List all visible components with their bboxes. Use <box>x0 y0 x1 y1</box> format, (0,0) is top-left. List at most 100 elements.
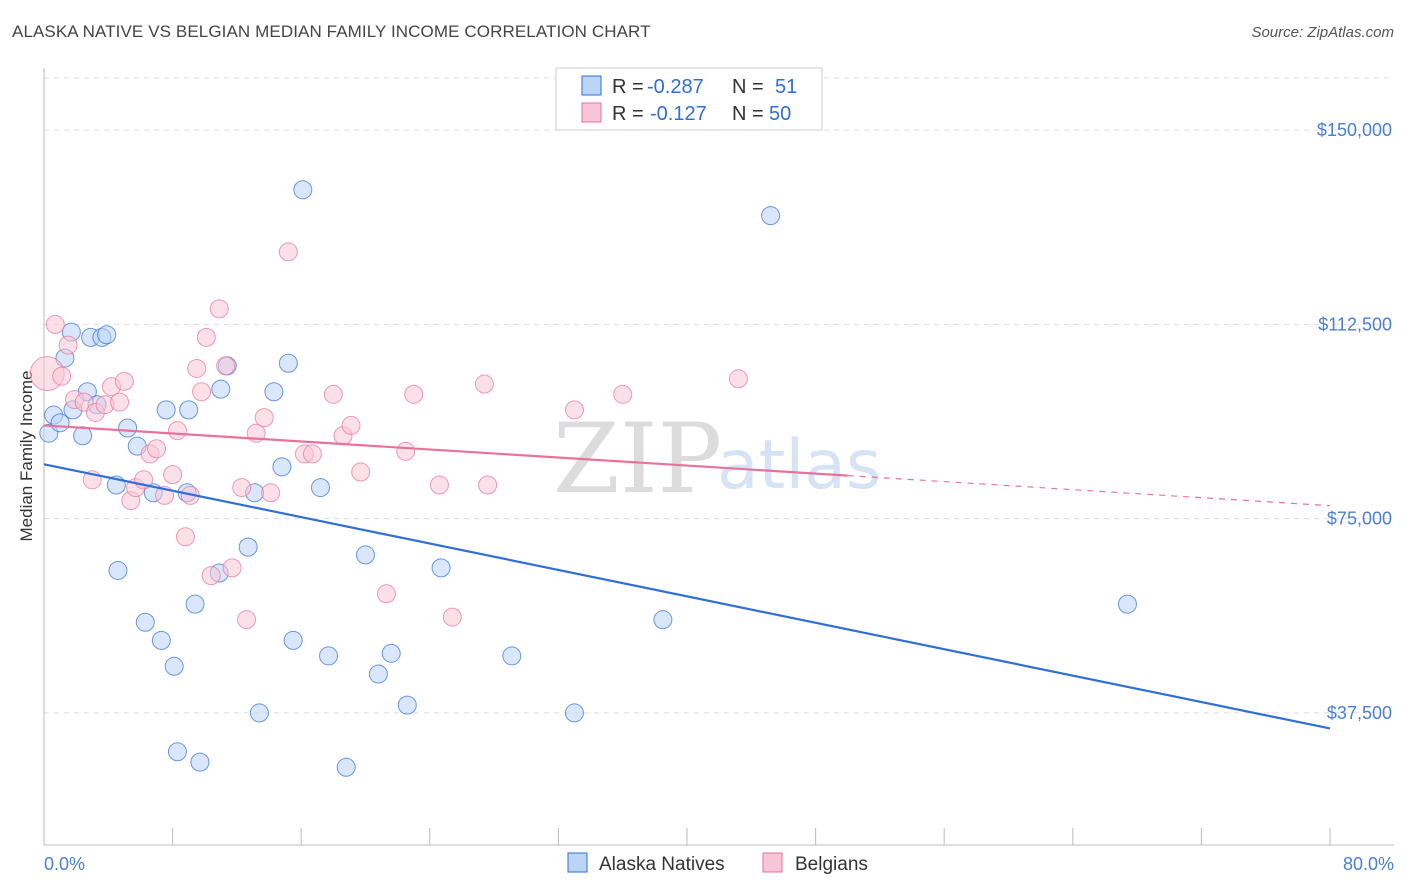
alaska-natives-point <box>97 325 117 345</box>
alaska-natives-point <box>761 206 781 226</box>
alaska-natives-point <box>108 560 128 580</box>
legend-n-value-2: 50 <box>769 103 791 125</box>
belgians-point <box>232 478 252 498</box>
belgians-point <box>201 566 221 586</box>
belgians-point <box>110 392 130 412</box>
legend-r-value-1: -0.287 <box>647 76 704 98</box>
belgians-point <box>175 527 195 547</box>
alaska-natives-point <box>264 382 284 402</box>
legend-n-label-1: N = <box>732 76 764 98</box>
alaska-natives-point <box>179 400 199 420</box>
belgians-point <box>163 465 183 485</box>
y-axis-title: Median Family Income <box>17 370 36 541</box>
y-tick-label: $150,000 <box>1317 120 1392 140</box>
legend-r-label-2: R = <box>612 103 644 125</box>
legend-r-label-1: R = <box>612 76 644 98</box>
alaska-natives-point <box>310 478 330 498</box>
belgians-point <box>58 335 78 355</box>
y-tick-labels: $37,500 $75,000 $112,500 $150,000 <box>1317 120 1392 723</box>
alaska-natives-point <box>368 664 388 684</box>
legend-swatch-belgians <box>581 102 602 123</box>
alaska-natives-point <box>564 703 584 723</box>
belgians-point <box>237 610 257 630</box>
belgians-trend-line-extrapolated <box>847 475 1331 507</box>
belgians-point <box>478 475 498 495</box>
belgians-point <box>341 415 361 435</box>
belgians-point <box>147 439 167 459</box>
alaska-natives-point <box>283 630 303 650</box>
alaska-natives-point <box>156 400 176 420</box>
correlation-legend: R = -0.287 N = 51 R = -0.127 N = 50 <box>555 67 823 131</box>
alaska-natives-point <box>319 646 339 666</box>
alaska-natives-point <box>356 545 375 565</box>
y-tick-label: $37,500 <box>1327 703 1392 723</box>
alaska-natives-point <box>336 757 356 777</box>
belgians-point <box>45 314 65 334</box>
chart-title: ALASKA NATIVE VS BELGIAN MEDIAN FAMILY I… <box>12 22 651 41</box>
bottom-legend-label-alaska-natives[interactable]: Alaska Natives <box>599 854 725 875</box>
belgians-point <box>254 408 274 428</box>
belgians-point <box>278 242 298 262</box>
belgians-point <box>192 382 212 402</box>
belgians-point <box>613 384 633 404</box>
alaska-natives-point <box>190 752 210 772</box>
alaska-natives-point <box>185 594 205 614</box>
belgians-point <box>728 369 748 389</box>
alaska-natives-point <box>135 612 155 632</box>
alaska-natives-point <box>278 353 298 373</box>
belgians-point <box>209 299 229 319</box>
belgians-point <box>429 475 449 495</box>
belgians-point <box>52 366 72 386</box>
alaska-natives-point <box>272 457 292 477</box>
belgians-point <box>302 444 322 464</box>
alaska-natives-point <box>151 630 171 650</box>
x-tick-label-min: 0.0% <box>44 854 85 874</box>
belgians-point <box>167 421 187 441</box>
alaska-natives-point <box>118 418 138 438</box>
alaska-natives-point <box>293 180 313 200</box>
alaska-natives-point <box>249 703 269 723</box>
alaska-natives-point <box>211 379 231 399</box>
belgians-point <box>564 400 584 420</box>
y-tick-label: $112,500 <box>1318 314 1392 334</box>
belgians-point <box>474 374 494 394</box>
belgians-point <box>187 358 207 378</box>
bottom-legend-label-belgians[interactable]: Belgians <box>795 854 868 875</box>
belgians-point <box>196 327 216 347</box>
alaska-natives-trend-line <box>43 463 1331 730</box>
belgians-point <box>351 462 371 482</box>
series-belgians <box>29 242 748 630</box>
series-legend: Alaska Natives Belgians <box>567 852 868 875</box>
bottom-legend-swatch-belgians[interactable] <box>762 852 783 873</box>
axes <box>43 68 1394 846</box>
alaska-natives-point <box>381 643 401 663</box>
alaska-natives-point <box>238 537 258 557</box>
alaska-natives-point <box>431 558 451 578</box>
belgians-point <box>114 371 134 391</box>
belgians-trend-line <box>43 424 848 477</box>
belgians-point <box>216 356 236 376</box>
legend-n-value-1: 51 <box>775 76 797 98</box>
alaska-natives-point <box>653 610 673 630</box>
y-tick-label: $75,000 <box>1327 509 1392 529</box>
legend-swatch-alaska-natives <box>581 75 602 96</box>
belgians-point <box>396 441 416 461</box>
belgians-point <box>442 607 462 627</box>
belgians-point <box>323 384 343 404</box>
alaska-natives-point <box>502 646 522 666</box>
alaska-natives-point <box>164 656 184 676</box>
legend-r-value-2: -0.127 <box>650 103 707 125</box>
trend-lines <box>43 424 1331 730</box>
alaska-natives-point <box>167 742 187 762</box>
belgians-point <box>222 558 242 578</box>
belgians-point <box>261 483 281 503</box>
x-ticks <box>43 828 1331 845</box>
bottom-legend-swatch-alaska-natives[interactable] <box>567 852 588 873</box>
alaska-natives-point <box>73 426 93 446</box>
watermark-atlas: atlas <box>717 426 881 505</box>
belgians-point <box>404 384 424 404</box>
x-tick-label-max: 80.0% <box>1343 854 1394 874</box>
chart-source: Source: ZipAtlas.com <box>1251 24 1394 41</box>
belgians-point <box>376 584 396 604</box>
